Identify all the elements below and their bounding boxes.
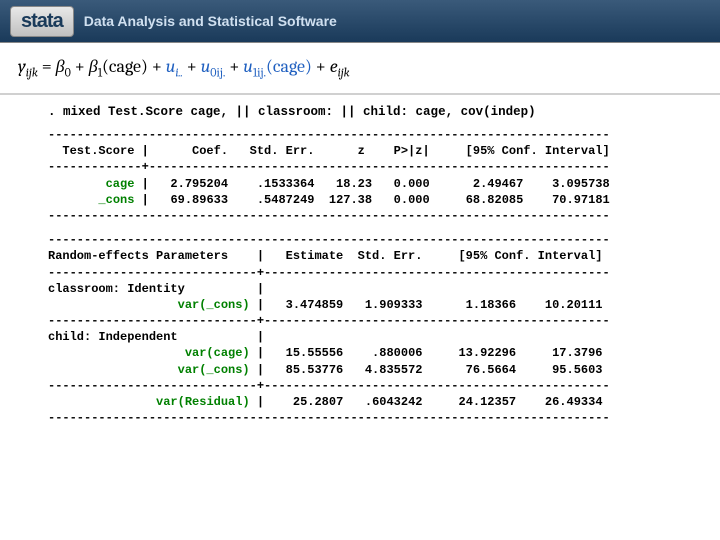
eq-b1-arg: (cage) — [102, 56, 148, 77]
stata-command: . mixed Test.Score cage, || classroom: |… — [48, 105, 690, 119]
eq-u0: u — [201, 56, 211, 77]
random-effects-table: ----------------------------------------… — [48, 232, 690, 426]
stata-logo: stata — [10, 6, 74, 37]
fixed-effects-table: ----------------------------------------… — [48, 127, 690, 224]
output-content: . mixed Test.Score cage, || classroom: |… — [0, 95, 720, 454]
eq-b0: β — [56, 56, 65, 77]
eq-b1: β — [89, 56, 98, 77]
header-tagline: Data Analysis and Statistical Software — [84, 13, 337, 29]
eq-ui: u — [166, 56, 176, 77]
eq-e-sub: ijk — [338, 66, 350, 80]
eq-u0-sub: 0ij. — [210, 66, 225, 80]
eq-ui-sub: i.. — [175, 66, 183, 80]
eq-y-sub: ijk — [26, 66, 38, 80]
eq-u1-sub: 1ij. — [253, 66, 266, 80]
eq-y: y — [18, 56, 26, 77]
eq-u1-arg: (cage) — [266, 56, 312, 77]
model-equation: yijk = β0 + β1(cage) + ui.. + u0ij. + u1… — [18, 56, 350, 80]
equation-bar: yijk = β0 + β1(cage) + ui.. + u0ij. + u1… — [0, 43, 720, 95]
eq-u1: u — [243, 56, 253, 77]
eq-b0-sub: 0 — [65, 66, 71, 80]
eq-e: e — [330, 56, 338, 77]
app-header: stata Data Analysis and Statistical Soft… — [0, 0, 720, 43]
